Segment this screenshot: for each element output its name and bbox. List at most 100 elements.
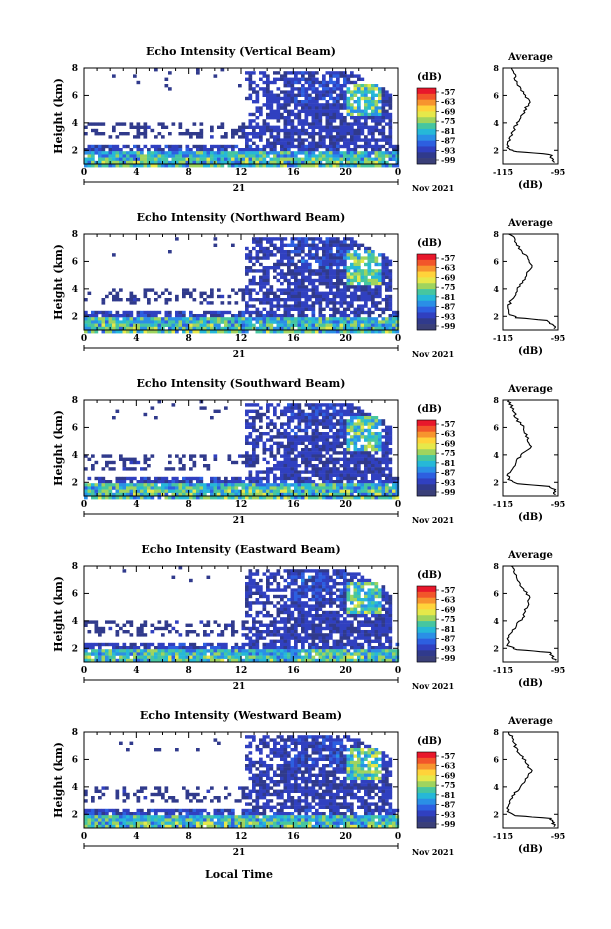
colorbar: (dB) -57-63-69-75-81-87-93-99 (416, 404, 456, 497)
colorbar-tick-label: -99 (441, 487, 456, 497)
colorbar-frame (416, 751, 437, 829)
colorbar-segment (417, 277, 436, 284)
average-y-tick-label: 2 (493, 145, 499, 155)
colorbar-segment (417, 460, 436, 468)
average-y-tick-label: 6 (493, 90, 499, 100)
colorbar-segment (417, 757, 436, 764)
x-tick-label: 16 (287, 500, 300, 510)
colorbar-tick-label: -87 (441, 302, 455, 312)
colorbar-segment (417, 656, 436, 663)
colorbar-tick-label: -69 (441, 106, 456, 116)
panel-title: Echo Intensity (Vertical Beam) (146, 45, 336, 58)
average-profile: Average 2 4 6 8 -115 -95 (dB) (493, 384, 565, 523)
colorbar-segment (417, 603, 436, 610)
colorbar-tick-label: -93 (441, 145, 456, 155)
x-tick-label: 8 (186, 832, 192, 842)
average-y-tick-label: 6 (493, 422, 499, 432)
panel-title: Echo Intensity (Westward Beam) (140, 709, 342, 722)
x-tick-label: 0 (395, 334, 401, 344)
average-y-tick-label: 6 (493, 256, 499, 266)
average-y-tick-label: 8 (493, 727, 499, 737)
average-y-tick-label: 2 (493, 643, 499, 653)
colorbar-segment (417, 644, 436, 651)
x-tick-label: 0 (395, 500, 401, 510)
average-title: Average (507, 384, 553, 395)
colorbar-tick-label: -75 (441, 448, 455, 458)
average-x-tick-label: -95 (551, 333, 565, 343)
average-y-tick-label: 4 (493, 284, 499, 294)
beam-panel: Echo Intensity (Northward Beam) Height (k… (52, 211, 565, 360)
colorbar-segment (417, 478, 436, 485)
y-tick-label: 4 (72, 119, 78, 129)
panel-title: Echo Intensity (Northward Beam) (137, 211, 346, 224)
average-title: Average (507, 218, 553, 229)
colorbar-segment (417, 650, 436, 657)
average-x-label: (dB) (518, 844, 543, 855)
x-tick-label: 0 (81, 334, 87, 344)
colorbar: (dB) -57-63-69-75-81-87-93-99 (416, 736, 456, 829)
x-tick-label: 12 (235, 500, 248, 510)
average-profile-line (507, 233, 556, 330)
y-tick-label: 8 (72, 728, 78, 738)
colorbar: (dB) -57-63-69-75-81-87-93-99 (416, 570, 456, 663)
colorbar-segment (417, 265, 436, 272)
average-profile-line (506, 731, 556, 827)
average-x-label: (dB) (518, 346, 543, 357)
date-label: Nov 2021 (412, 349, 454, 359)
colorbar-segment (417, 93, 436, 100)
x-tick-label: 4 (133, 168, 139, 178)
x-tick-label: 20 (339, 168, 352, 178)
x-tick-label: 0 (81, 168, 87, 178)
average-profile: Average 2 4 6 8 -115 -95 (dB) (493, 716, 565, 855)
x-tick-label: 0 (395, 666, 401, 676)
average-x-label: (dB) (518, 678, 543, 689)
y-tick-label: 8 (72, 64, 78, 74)
average-x-tick-label: -95 (551, 167, 565, 177)
date-label: Nov 2021 (412, 183, 454, 193)
average-y-tick-label: 6 (493, 754, 499, 764)
colorbar-segment (417, 752, 436, 759)
x-tick-label: 16 (287, 168, 300, 178)
average-profile-line (506, 67, 555, 163)
average-profile-line (506, 565, 557, 661)
colorbar-segment (417, 306, 436, 313)
colorbar-tick-label: -57 (441, 419, 455, 429)
colorbar-tick-label: -69 (441, 438, 456, 448)
colorbar-tick-label: -93 (441, 477, 456, 487)
average-profile: Average 2 4 6 8 -115 -95 (dB) (493, 52, 565, 191)
average-x-tick-label: -95 (551, 499, 565, 509)
x-tick-label: 12 (235, 666, 248, 676)
colorbar-segment (417, 455, 436, 462)
average-x-tick-label: -115 (493, 333, 513, 343)
y-tick-label: 6 (72, 91, 78, 101)
colorbar-tick-label: -81 (441, 292, 455, 302)
colorbar-segment (417, 787, 436, 794)
colorbar-segment (417, 472, 436, 479)
colorbar-tick-label: -75 (441, 116, 455, 126)
y-tick-label: 8 (72, 230, 78, 240)
colorbar-segment (417, 586, 436, 593)
beam-panel: Echo Intensity (Southward Beam) Height (k… (52, 377, 565, 526)
heatmap-cells (84, 566, 400, 663)
date-label: Nov 2021 (412, 847, 454, 857)
x-tick-label: 12 (235, 832, 248, 842)
colorbar-unit: (dB) (417, 72, 442, 83)
average-y-tick-label: 6 (493, 588, 499, 598)
colorbar-segment (417, 425, 436, 432)
colorbar-tick-label: -99 (441, 819, 456, 829)
heatmap-cells (84, 237, 400, 334)
colorbar-segment (417, 128, 436, 136)
y-axis-label: Height (km) (52, 78, 65, 154)
colorbar-segment (417, 466, 436, 473)
y-tick-label: 6 (72, 423, 78, 433)
average-y-tick-label: 4 (493, 118, 499, 128)
colorbar-segment (417, 792, 436, 800)
x-tick-label: 12 (235, 168, 248, 178)
average-y-tick-label: 4 (493, 450, 499, 460)
average-x-tick-label: -95 (551, 665, 565, 675)
x-tick-label: 16 (287, 666, 300, 676)
colorbar-tick-label: -69 (441, 604, 456, 614)
x-tick-label: 8 (186, 500, 192, 510)
average-x-tick-label: -115 (493, 167, 513, 177)
